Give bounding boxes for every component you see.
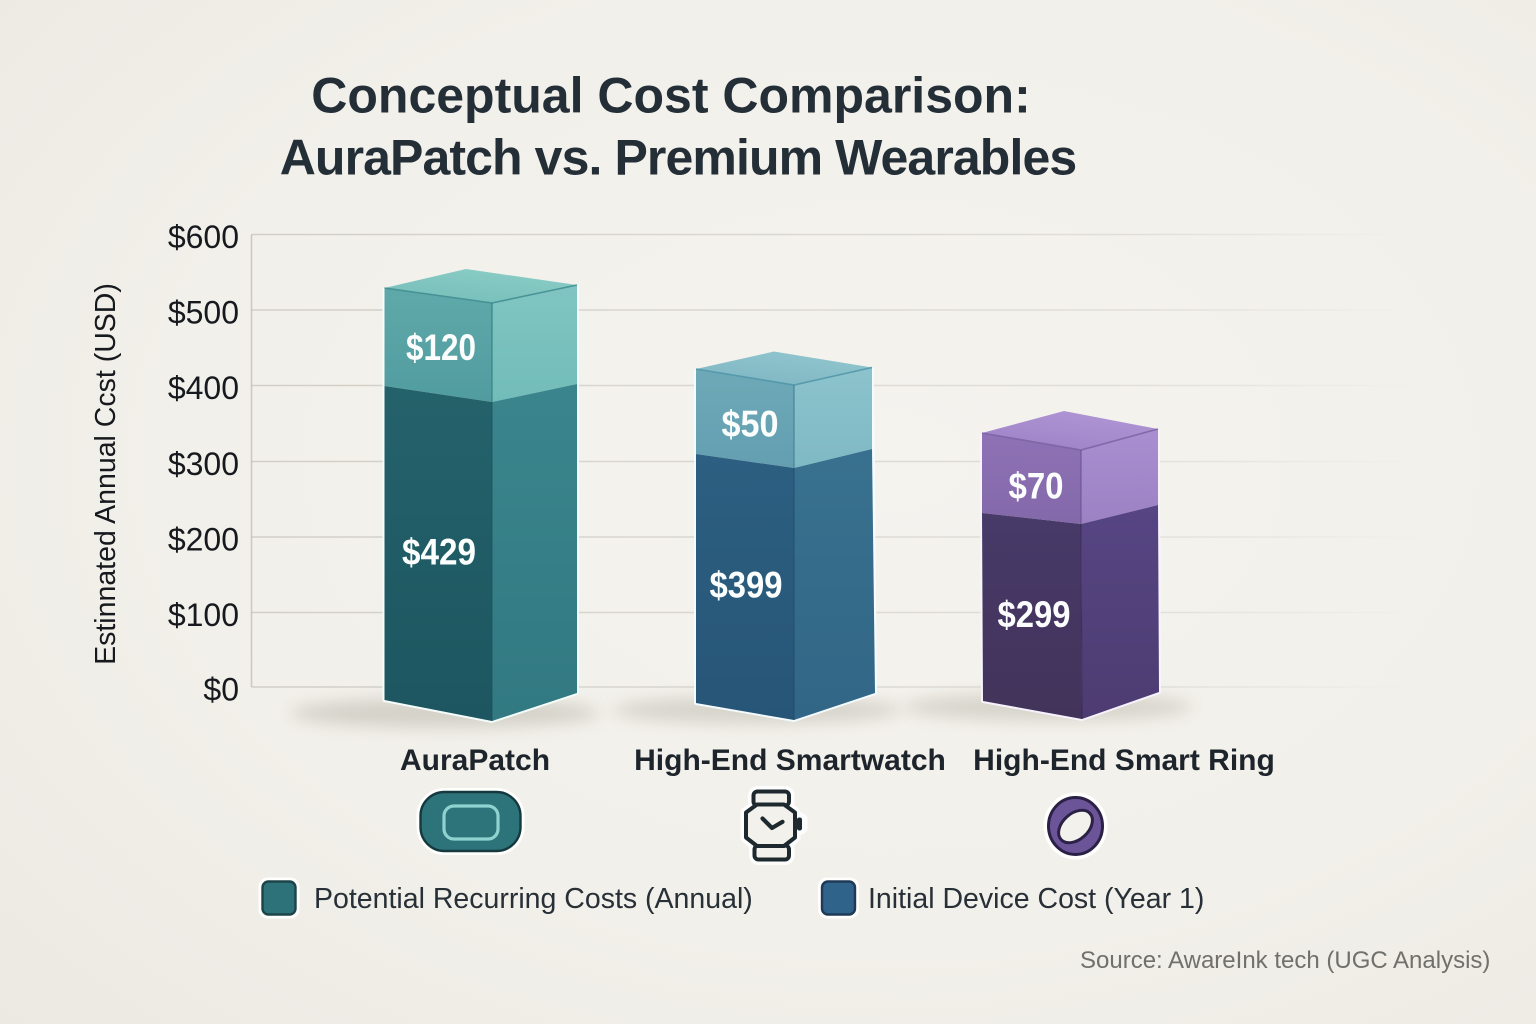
svg-text:AuraPatch vs. Premium Wearable: AuraPatch vs. Premium Wearables <box>280 130 1077 186</box>
svg-text:$70: $70 <box>1009 466 1064 507</box>
svg-text:$120: $120 <box>406 327 476 368</box>
svg-text:$600: $600 <box>168 219 239 255</box>
svg-text:Initial Device Cost (Year 1): Initial Device Cost (Year 1) <box>868 883 1204 915</box>
svg-text:$0: $0 <box>203 672 239 708</box>
svg-text:$429: $429 <box>402 532 476 573</box>
svg-text:$400: $400 <box>168 370 239 406</box>
svg-text:$399: $399 <box>710 565 783 606</box>
svg-text:Source: AwareInk tech (UGC Ana: Source: AwareInk tech (UGC Analysis) <box>1080 947 1490 974</box>
svg-text:$300: $300 <box>168 446 239 482</box>
svg-text:$299: $299 <box>998 594 1071 635</box>
svg-text:$200: $200 <box>168 522 239 558</box>
svg-text:High-End Smartwatch: High-End Smartwatch <box>634 744 946 777</box>
svg-text:Estinnated Annual Ccst (USD): Estinnated Annual Ccst (USD) <box>90 283 122 665</box>
svg-text:$100: $100 <box>168 597 239 633</box>
svg-text:Potential Recurring Costs (Ann: Potential Recurring Costs (Annual) <box>314 883 753 915</box>
svg-text:High-End Smart Ring: High-End Smart Ring <box>973 744 1275 777</box>
svg-text:Conceptual Cost Comparison:: Conceptual Cost Comparison: <box>311 68 1030 124</box>
svg-text:$500: $500 <box>168 295 239 331</box>
svg-text:$50: $50 <box>722 404 779 445</box>
svg-text:AuraPatch: AuraPatch <box>400 744 550 777</box>
